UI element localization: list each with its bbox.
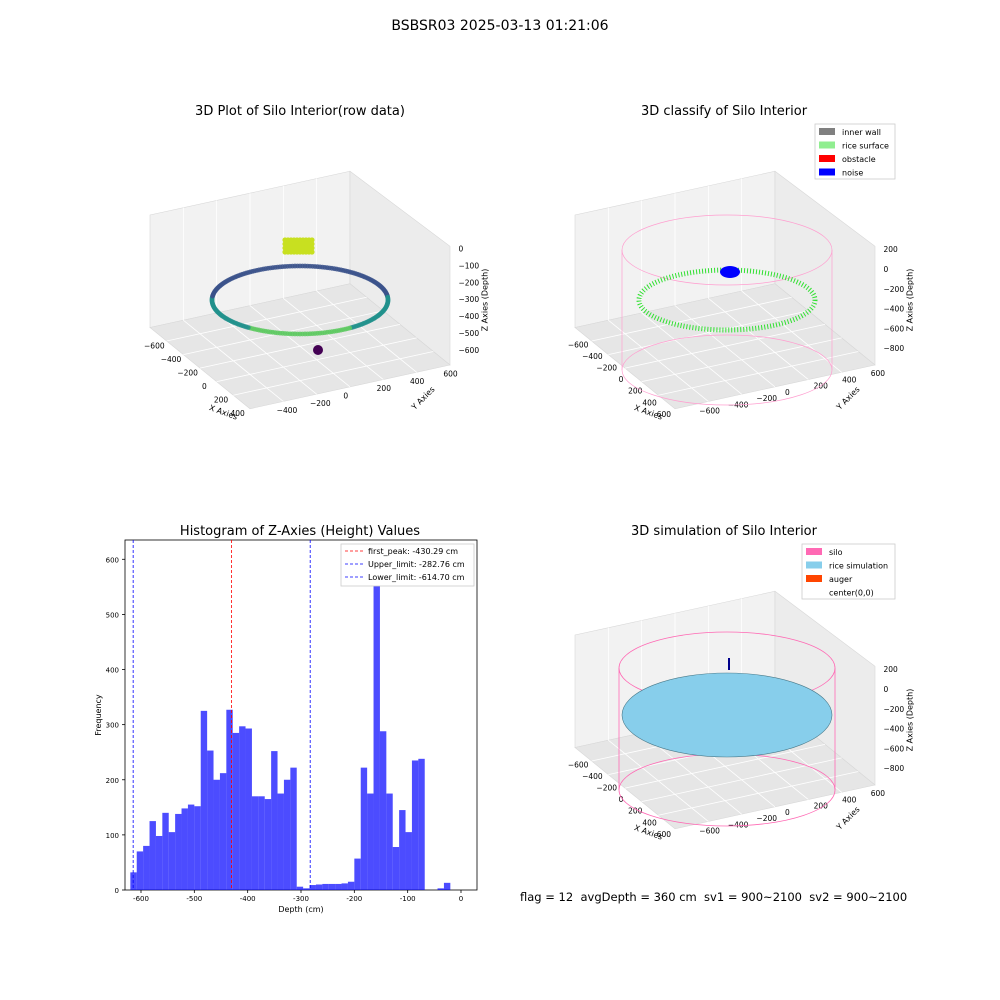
panel3-title: Histogram of Z-Axies (Height) Values <box>179 524 421 539</box>
status-text: flag = 12 avgDepth = 360 cm sv1 = 900~21… <box>520 890 908 904</box>
panel2-title: 3D classify of Silo Interior <box>640 104 808 119</box>
figure-title: BSBSR03 2025-03-13 01:21:06 <box>391 18 609 34</box>
panel1-title: 3D Plot of Silo Interior(row data) <box>195 104 405 119</box>
panel4-title: 3D simulation of Silo Interior <box>631 524 817 539</box>
